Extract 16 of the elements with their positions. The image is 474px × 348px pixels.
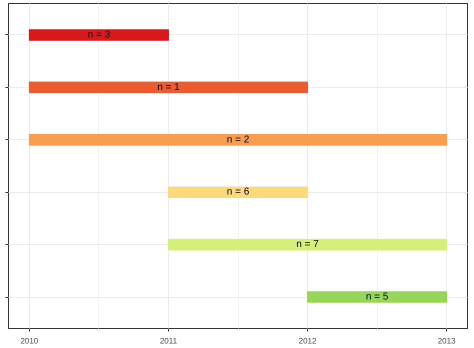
annotation: n = 6: [226, 186, 250, 198]
annotation: n = 2: [226, 134, 250, 146]
bar: [307, 291, 448, 303]
bar: [168, 238, 448, 250]
x-tick-label: 2012: [298, 336, 317, 346]
x-tick-label: 2013: [438, 336, 456, 346]
bar: [28, 82, 308, 94]
bar: [168, 186, 308, 198]
annotation: n = 5: [366, 292, 389, 303]
annotation: n = 7: [296, 239, 320, 250]
x-tick-label: 2011: [160, 336, 178, 346]
bar: [28, 29, 169, 41]
annotation: n = 1: [157, 82, 180, 93]
x-tick-label: 2010: [20, 336, 39, 346]
annotation: n = 3: [88, 29, 111, 40]
bar: [28, 134, 448, 146]
